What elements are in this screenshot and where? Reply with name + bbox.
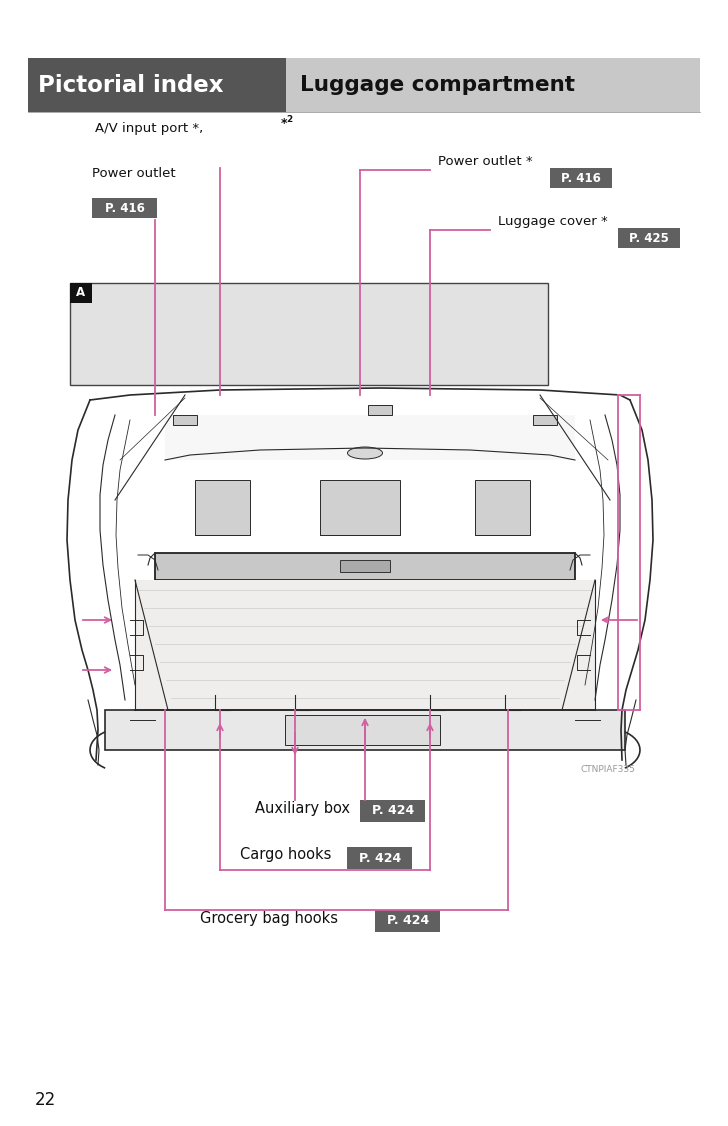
Text: A/V input port *,: A/V input port *,	[95, 122, 207, 135]
Bar	[533, 415, 557, 425]
Text: Cargo hooks: Cargo hooks	[240, 848, 331, 863]
Text: Power outlet: Power outlet	[92, 167, 175, 180]
Bar	[550, 168, 612, 188]
Text: 22: 22	[35, 1091, 56, 1109]
Text: P. 424: P. 424	[387, 914, 429, 928]
Text: A: A	[76, 286, 86, 300]
Bar	[360, 799, 425, 822]
Text: CTNPIAF335: CTNPIAF335	[580, 765, 635, 774]
Text: P. 424: P. 424	[359, 851, 401, 865]
Bar	[28, 59, 286, 111]
Polygon shape	[165, 415, 575, 461]
Bar	[320, 480, 400, 535]
Bar	[135, 580, 595, 711]
Text: Auxiliary box: Auxiliary box	[255, 801, 350, 815]
Bar	[195, 480, 250, 535]
Text: Power outlet *: Power outlet *	[438, 155, 533, 168]
Text: Luggage compartment: Luggage compartment	[300, 75, 575, 95]
Bar	[0, 0, 728, 55]
Bar	[105, 711, 625, 750]
Text: P. 425: P. 425	[629, 232, 669, 244]
Bar	[475, 480, 530, 535]
Bar	[155, 553, 575, 580]
Bar	[618, 227, 680, 248]
Bar	[70, 283, 92, 303]
Bar	[355, 711, 373, 718]
Bar	[285, 715, 440, 745]
Bar	[375, 910, 440, 932]
Bar	[368, 405, 392, 415]
Bar	[347, 847, 412, 869]
Text: P. 416: P. 416	[561, 171, 601, 185]
Text: Pictorial index: Pictorial index	[38, 73, 223, 97]
Text: P. 416: P. 416	[105, 202, 145, 214]
Bar	[92, 198, 157, 218]
Ellipse shape	[347, 447, 382, 459]
Bar	[340, 560, 390, 572]
Text: Luggage cover *: Luggage cover *	[498, 215, 608, 227]
Bar	[70, 283, 548, 385]
Bar	[173, 415, 197, 425]
Bar	[286, 59, 700, 111]
Text: Grocery bag hooks: Grocery bag hooks	[200, 911, 338, 926]
Text: $\mathbf{*^2}$: $\mathbf{*^2}$	[280, 115, 294, 128]
Text: P. 424: P. 424	[372, 804, 414, 817]
